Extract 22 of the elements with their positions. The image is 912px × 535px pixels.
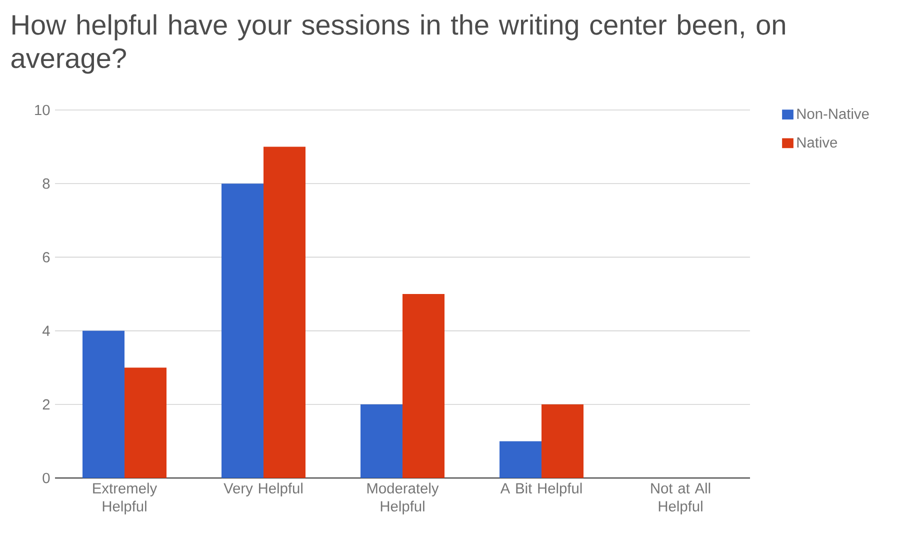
chart-title: How helpful have your sessions in the writing center been, on average? bbox=[11, 14, 785, 74]
y-tick-label: 10 bbox=[35, 104, 50, 116]
legend-label: Native bbox=[797, 136, 838, 148]
bar bbox=[82, 330, 125, 478]
bar bbox=[360, 404, 403, 478]
x-tick-label: Not at All Helpful bbox=[651, 482, 710, 514]
x-tick-label: A Bit Helpful bbox=[500, 482, 582, 496]
y-tick-label: 4 bbox=[42, 326, 50, 336]
bar bbox=[402, 294, 445, 478]
y-tick-label: 8 bbox=[42, 178, 50, 189]
bar bbox=[500, 441, 542, 478]
y-tick-label: 2 bbox=[42, 399, 50, 410]
y-tick-label: 6 bbox=[42, 252, 50, 262]
bar bbox=[124, 368, 167, 478]
x-tick-label: Moderately Helpful bbox=[367, 482, 439, 514]
bar bbox=[222, 184, 264, 478]
y-tick-label: 0 bbox=[42, 472, 50, 484]
x-tick-label: Very Helpful bbox=[224, 482, 302, 496]
legend-label: Non-Native bbox=[797, 108, 869, 120]
x-tick-label: Extremely Helpful bbox=[93, 482, 158, 514]
bar bbox=[542, 404, 584, 478]
bar bbox=[264, 146, 306, 478]
